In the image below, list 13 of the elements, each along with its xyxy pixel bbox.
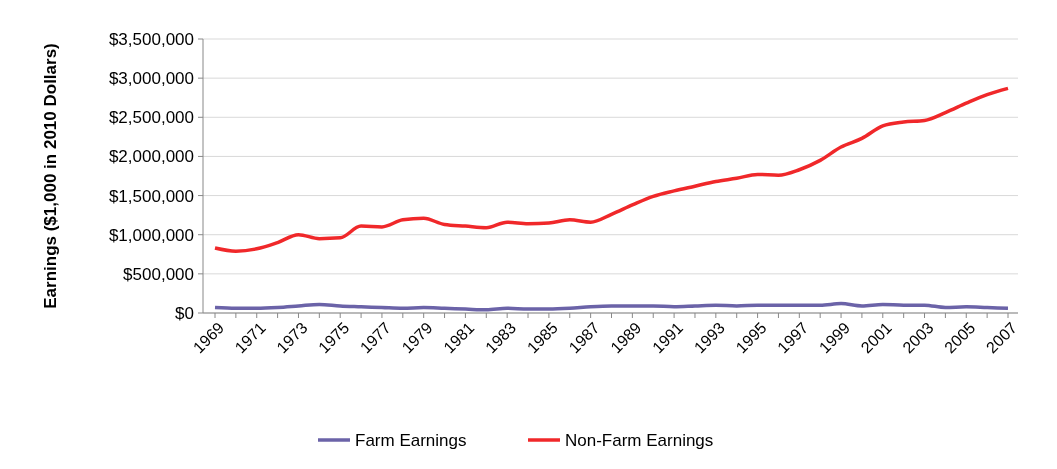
y-tick-label: $3,000,000 [108, 69, 194, 89]
legend-label: Non-Farm Earnings [565, 430, 714, 450]
legend-label: Farm Earnings [355, 430, 467, 450]
y-tick-label: $2,000,000 [108, 147, 194, 167]
line-series [213, 86, 1010, 253]
y-tick-label: $1,000,000 [108, 225, 194, 245]
y-tick-label: $0 [175, 303, 194, 323]
line-series [213, 301, 1010, 312]
y-tick-label: $500,000 [123, 264, 194, 284]
y-axis-title: Earnings ($1,000 in 2010 Dollars) [41, 43, 60, 309]
y-tick-label: $1,500,000 [108, 186, 194, 206]
y-tick-label: $3,500,000 [108, 29, 194, 49]
y-tick-label: $2,500,000 [108, 108, 194, 128]
